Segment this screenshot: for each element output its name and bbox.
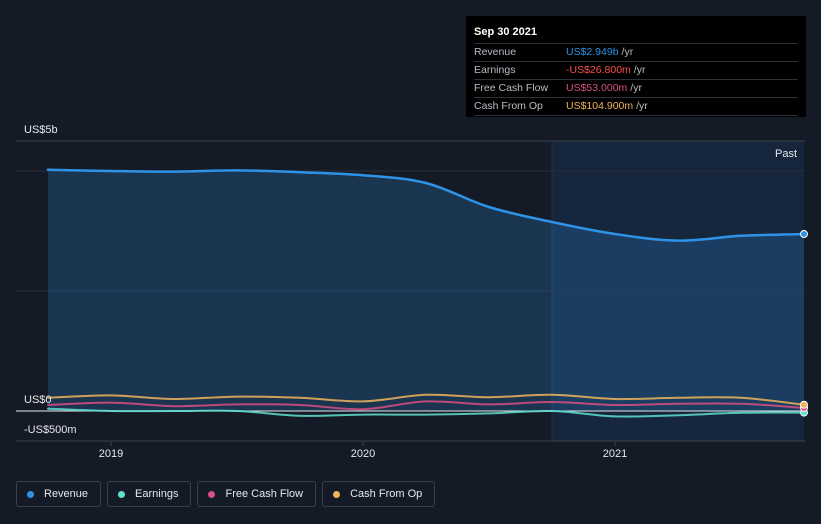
tooltip-row-cash-from-op: Cash From Op US$104.900m /yr [474,97,798,116]
y-label-top: US$5b [24,124,58,136]
tooltip-unit: /yr [621,46,634,58]
tooltip-panel: Sep 30 2021 Revenue US$2.949b /yr Earnin… [466,16,806,117]
y-label-zero: US$0 [24,394,52,406]
tooltip-value: -US$26.800m [566,64,631,76]
past-label: Past [775,148,797,160]
x-ticks: 2019 2020 2021 [99,441,627,460]
tooltip-unit: /yr [630,82,642,94]
legend-item-revenue[interactable]: Revenue [16,481,102,507]
tooltip-label: Free Cash Flow [474,82,549,94]
area-revenue [48,169,804,411]
legend-dot-icon [27,490,34,498]
tooltip-label: Revenue [474,46,517,58]
x-tick-label: 2019 [99,448,123,460]
line-cash-from-op [47,393,805,406]
legend-dot-icon [118,490,126,498]
tooltip-label: Cash From Op [474,100,543,112]
legend-label: Cash From Op [350,488,423,500]
tooltip-row-earnings: Earnings -US$26.800m /yr [474,61,798,79]
series-areas [48,169,804,411]
tooltip-label: Earnings [474,64,516,76]
tooltip-date: Sep 30 2021 [474,26,537,38]
line-revenue [46,168,806,242]
legend-label: Earnings [135,488,179,500]
tooltip-value: US$2.949b [566,46,619,58]
legend-dot-icon [208,490,216,498]
y-label-bottom: -US$500m [24,424,77,436]
legend-label: Free Cash Flow [225,488,304,500]
legend: Revenue Earnings Free Cash Flow Cash Fro… [16,481,436,507]
tooltip-unit: /yr [633,64,646,76]
endpoint-revenue [800,230,808,239]
x-tick-label: 2021 [603,448,627,460]
line-earnings [47,407,805,418]
tooltip-row-revenue: Revenue US$2.949b /yr [474,43,798,61]
endpoint-cash-from-op [800,400,808,409]
legend-dot-icon [333,490,341,498]
tooltip-unit: /yr [636,100,648,112]
line-free-cash-flow [47,400,805,411]
legend-label: Revenue [44,488,89,500]
legend-item-earnings[interactable]: Earnings [107,481,192,507]
series-endpoints [800,230,808,417]
legend-item-free-cash-flow[interactable]: Free Cash Flow [197,481,317,507]
tooltip-value: US$53.000m [566,82,628,94]
tooltip-row-free-cash-flow: Free Cash Flow US$53.000m /yr [474,79,798,97]
x-tick-label: 2020 [351,448,375,460]
legend-item-cash-from-op[interactable]: Cash From Op [322,481,436,507]
tooltip-value: US$104.900m [566,100,634,112]
series-lines [46,168,806,418]
